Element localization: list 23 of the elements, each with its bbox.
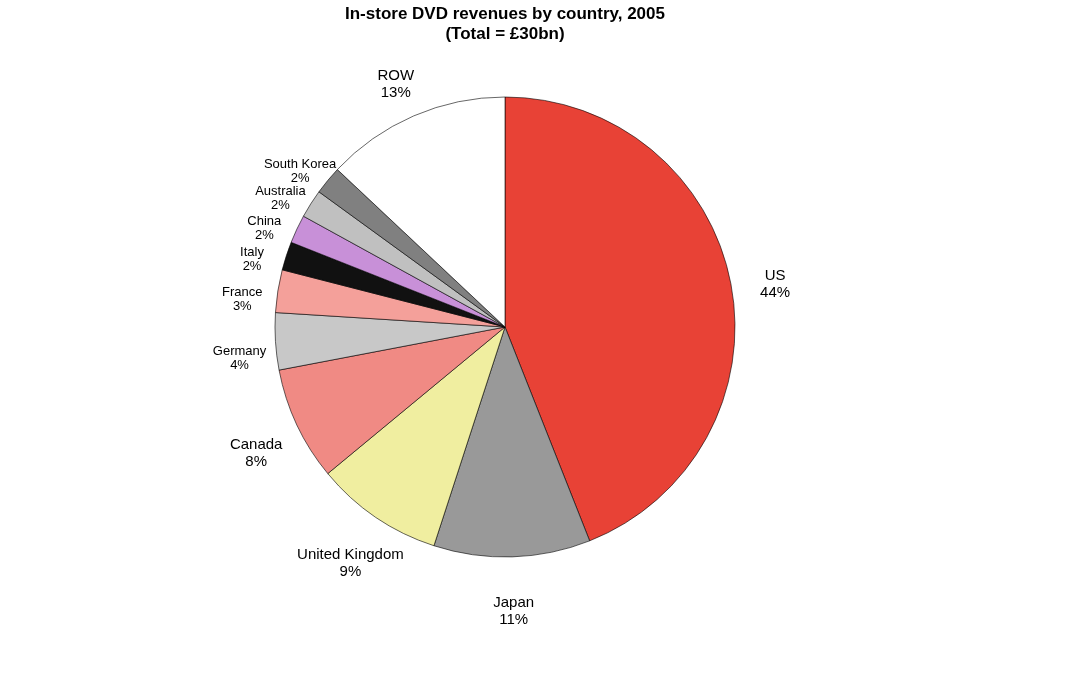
data-label: 13% <box>380 82 411 100</box>
data-label: 4% <box>230 356 250 372</box>
data-label: 9% <box>339 562 362 580</box>
slice-label: Germany <box>212 342 267 358</box>
data-label: 11% <box>499 609 529 627</box>
data-label: 3% <box>232 298 253 314</box>
slice-label: France <box>222 284 263 300</box>
slice-label: Canada <box>229 435 284 453</box>
slice-label: United Kingdom <box>297 545 404 563</box>
data-label: 2% <box>290 170 310 186</box>
data-label: 2% <box>254 226 275 242</box>
slice-label: Australia <box>255 183 307 199</box>
slice-label: China <box>247 212 283 228</box>
data-label: 2% <box>271 197 291 213</box>
data-label: 8% <box>245 452 268 470</box>
chart-subtitle: (Total = £30bn) <box>445 24 565 43</box>
slice-label: ROW <box>377 65 415 83</box>
slice-label: Italy <box>240 243 265 259</box>
chart-title: In-store DVD revenues by country, 2005 <box>345 4 665 23</box>
data-label: 44% <box>760 283 791 301</box>
slice-label: US <box>764 266 786 284</box>
slice-label: Japan <box>493 592 535 610</box>
slice-label: South Korea <box>263 156 337 172</box>
